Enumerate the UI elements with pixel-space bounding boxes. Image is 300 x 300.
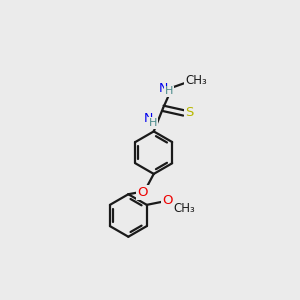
Text: O: O — [137, 186, 148, 199]
Text: H: H — [165, 86, 173, 96]
Text: CH₃: CH₃ — [173, 202, 195, 215]
Text: N: N — [143, 112, 153, 125]
Text: CH₃: CH₃ — [185, 74, 207, 87]
Text: H: H — [149, 118, 157, 128]
Text: O: O — [162, 194, 172, 207]
Text: S: S — [185, 106, 194, 119]
Text: N: N — [159, 82, 168, 95]
